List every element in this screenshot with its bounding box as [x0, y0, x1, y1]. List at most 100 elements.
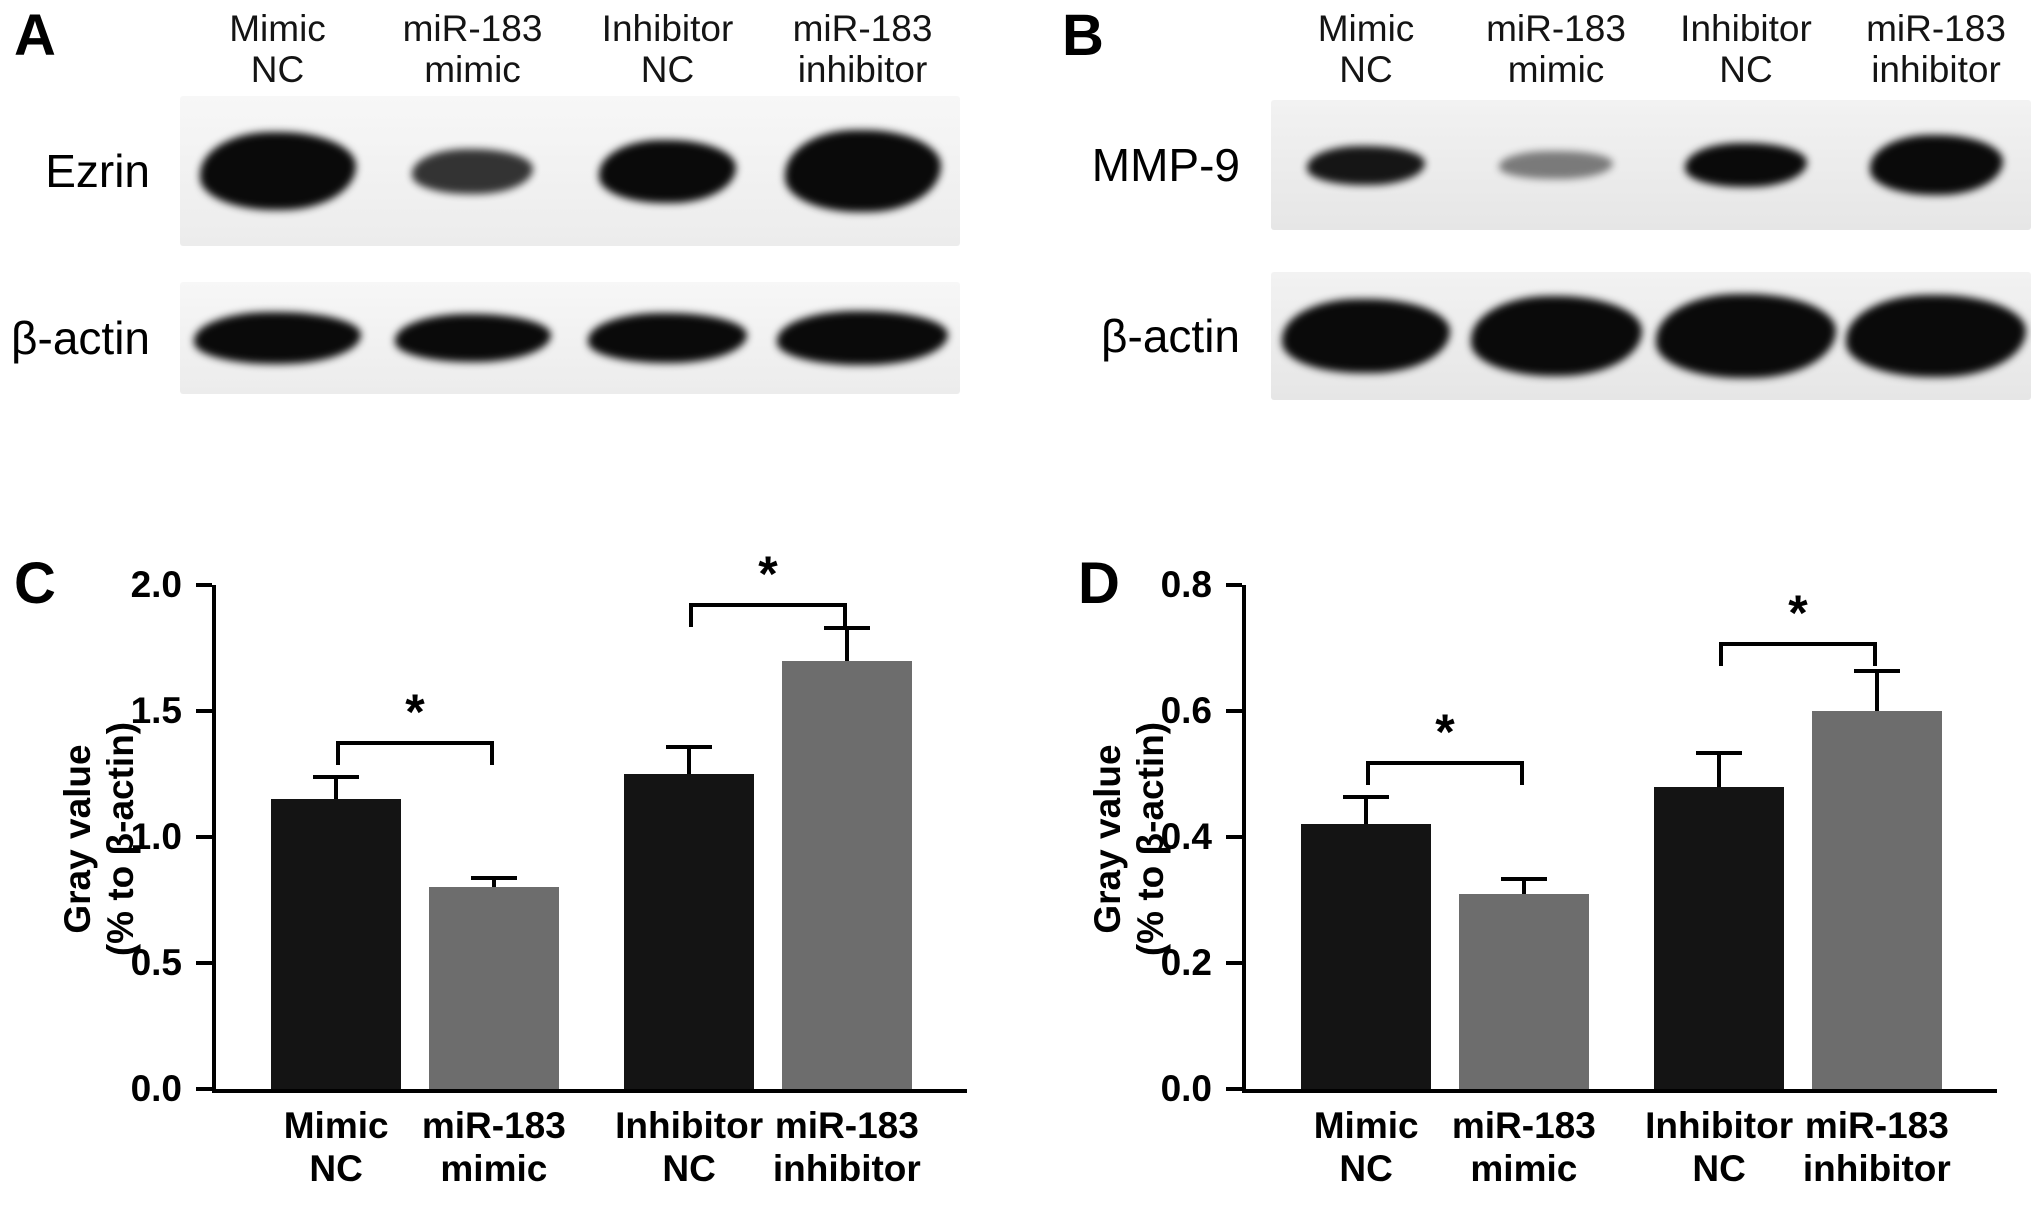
panel-a-blot: A Mimic NC miR-183 mimic Inhibitor NC miR-1…	[0, 0, 1015, 430]
panel-a-control-label: β-actin	[11, 312, 150, 364]
panel-a-control-blot-strip	[180, 282, 960, 394]
panel-c-plot-area: 0.0 0.5 1.0 1.5 2.0 Mimic NC miR-183 mimic Inhi…	[131, 549, 967, 1189]
y-axis-tick	[1226, 1087, 1242, 1091]
error-bar-cap	[313, 775, 360, 780]
y-axis-tick-label: 1.5	[130, 690, 182, 731]
blot-band	[1282, 298, 1450, 374]
panel-d-letter: D	[1078, 551, 1121, 616]
blot-band	[1307, 145, 1425, 185]
bar	[1654, 786, 1785, 1089]
blot-band	[193, 312, 362, 364]
y-axis-tick	[196, 1087, 212, 1091]
y-axis-tick-label: 0.8	[1160, 564, 1212, 605]
error-bar-cap	[470, 875, 517, 880]
bar	[624, 774, 755, 1089]
y-axis-tick-label: 0.2	[1160, 942, 1212, 983]
bar	[1301, 824, 1432, 1089]
panel-d-chart: D Gray value (% to β-actin) 0.0 0.2 0.4 0.6…	[1030, 540, 2031, 1207]
blot-band	[1845, 295, 2027, 377]
panel-b-blot: B Mimic NC miR-183 mimic Inhibitor NC miR-1…	[1016, 0, 2031, 430]
error-bar	[1521, 881, 1526, 894]
bar	[1458, 893, 1589, 1089]
significance-bracket	[1719, 641, 1877, 666]
panel-a-letter: A	[14, 3, 57, 68]
blot-band	[776, 311, 949, 365]
error-bar-cap	[1343, 795, 1390, 800]
lane-label: Mimic NC	[229, 8, 326, 91]
y-axis-tick-label: 2.0	[130, 564, 182, 605]
blot-band	[1499, 150, 1613, 180]
significance-star: *	[758, 545, 778, 602]
lane-label: Inhibitor NC	[1680, 8, 1812, 91]
panel-b-control-label: β-actin	[1101, 310, 1240, 362]
significance-star: *	[1788, 584, 1808, 641]
bar	[428, 887, 559, 1089]
panel-b-lane-labels: Mimic NC miR-183 mimic Inhibitor NC miR-183…	[1271, 8, 2031, 91]
error-bar	[687, 748, 692, 774]
y-axis-tick-label: 0.0	[130, 1068, 182, 1109]
x-category-label: miR-183 inhibitor	[772, 1105, 921, 1189]
significance-bracket	[336, 741, 494, 766]
blot-band	[599, 139, 736, 203]
lane-label: Mimic NC	[1317, 8, 1415, 91]
panel-b-control-blot-strip	[1271, 272, 2031, 400]
lane-label: miR-183 inhibitor	[792, 8, 933, 91]
error-bar-cap	[666, 744, 713, 749]
blot-band	[1869, 135, 2003, 195]
panel-b-protein-blot-strip	[1271, 100, 2031, 230]
blot-band	[1470, 296, 1642, 376]
x-category-label: miR-183 mimic	[421, 1105, 566, 1189]
y-axis-tick	[1226, 835, 1242, 839]
blot-band	[394, 314, 551, 362]
y-axis-tick	[1226, 583, 1242, 587]
y-axis-tick-label: 0.0	[1160, 1068, 1212, 1109]
error-bar	[1717, 755, 1722, 787]
panel-b-letter: B	[1062, 3, 1105, 68]
panel-a-lane-labels: Mimic NC miR-183 mimic Inhibitor NC miR-183…	[180, 8, 960, 91]
lane-label: miR-183 mimic	[1486, 8, 1626, 91]
y-axis-tick	[1226, 709, 1242, 713]
y-axis-tick-label: 0.4	[1160, 816, 1212, 857]
blot-band	[1685, 142, 1807, 188]
significance-bracket	[689, 602, 847, 627]
panel-c-letter: C	[14, 551, 57, 616]
significance-star: *	[405, 684, 425, 741]
lane-label: miR-183 mimic	[402, 8, 543, 91]
y-axis-tick-label: 0.5	[130, 942, 182, 983]
lane-label: Inhibitor NC	[601, 8, 734, 91]
significance-star: *	[1435, 704, 1455, 761]
y-axis-tick	[1226, 961, 1242, 965]
error-bar-cap	[823, 626, 870, 631]
error-bar-cap	[1500, 877, 1547, 882]
blot-band	[1655, 293, 1837, 379]
lane-label: miR-183 inhibitor	[1866, 8, 2006, 91]
error-bar	[1874, 673, 1879, 711]
y-axis-tick	[196, 709, 212, 713]
error-bar-cap	[1853, 669, 1900, 674]
y-axis-tick-label: 0.6	[1160, 690, 1212, 731]
bar	[781, 660, 912, 1089]
x-category-label: Mimic NC	[1313, 1105, 1419, 1189]
y-axis-tick	[196, 961, 212, 965]
panel-c-chart: C Gray value (% to β-actin) 0.0 0.5 1.0 1.5…	[0, 540, 1015, 1207]
x-category-label: miR-183 inhibitor	[1802, 1105, 1951, 1189]
x-category-label: Inhibitor NC	[615, 1105, 764, 1189]
x-category-label: miR-183 mimic	[1451, 1105, 1596, 1189]
panel-d-plot-area: 0.0 0.2 0.4 0.6 0.8 Mimic NC miR-183 mimic Inhi…	[1161, 565, 1997, 1189]
panel-a-protein-label: Ezrin	[45, 145, 150, 197]
y-axis-tick	[196, 583, 212, 587]
x-category-label: Inhibitor NC	[1645, 1105, 1794, 1189]
bar	[1811, 711, 1942, 1089]
bar	[271, 799, 402, 1089]
y-axis-tick	[196, 835, 212, 839]
significance-bracket	[1366, 761, 1524, 786]
blot-band	[199, 132, 356, 210]
error-bar-cap	[1696, 751, 1743, 756]
error-bar	[334, 779, 339, 800]
x-category-label: Mimic NC	[283, 1105, 389, 1189]
panel-b-protein-label: MMP-9	[1091, 139, 1240, 191]
error-bar	[491, 879, 496, 888]
error-bar	[844, 630, 849, 661]
panel-a-protein-blot-strip	[180, 96, 960, 246]
